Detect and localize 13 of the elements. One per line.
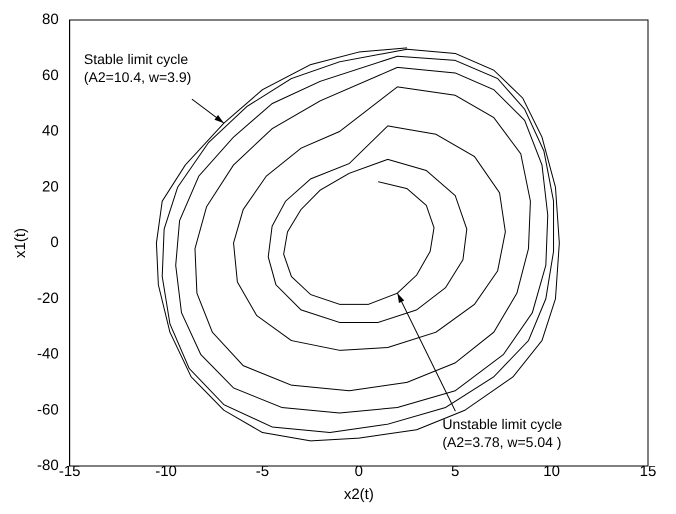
y-tick-label: 60 [42,66,59,84]
y-tick-label: -20 [36,290,59,307]
y-tick-label: 20 [42,178,59,196]
y-tick-label: 0 [50,234,59,252]
annotation: Unstable limit cycle (A2=3.78, w=5.04 ) [442,416,562,450]
annotation: Stable limit cycle (A2=10.4, w=3.9) [84,50,192,85]
y-tick-label: 80 [42,11,59,28]
x-axis-title: x2(t) [344,486,374,504]
y-tick-label: -80 [36,457,59,474]
y-tick-label: -40 [36,346,59,363]
y-axis-title: x1(t) [12,228,30,258]
y-tick-label: 40 [42,122,59,140]
y-tick-label: -60 [36,401,59,418]
